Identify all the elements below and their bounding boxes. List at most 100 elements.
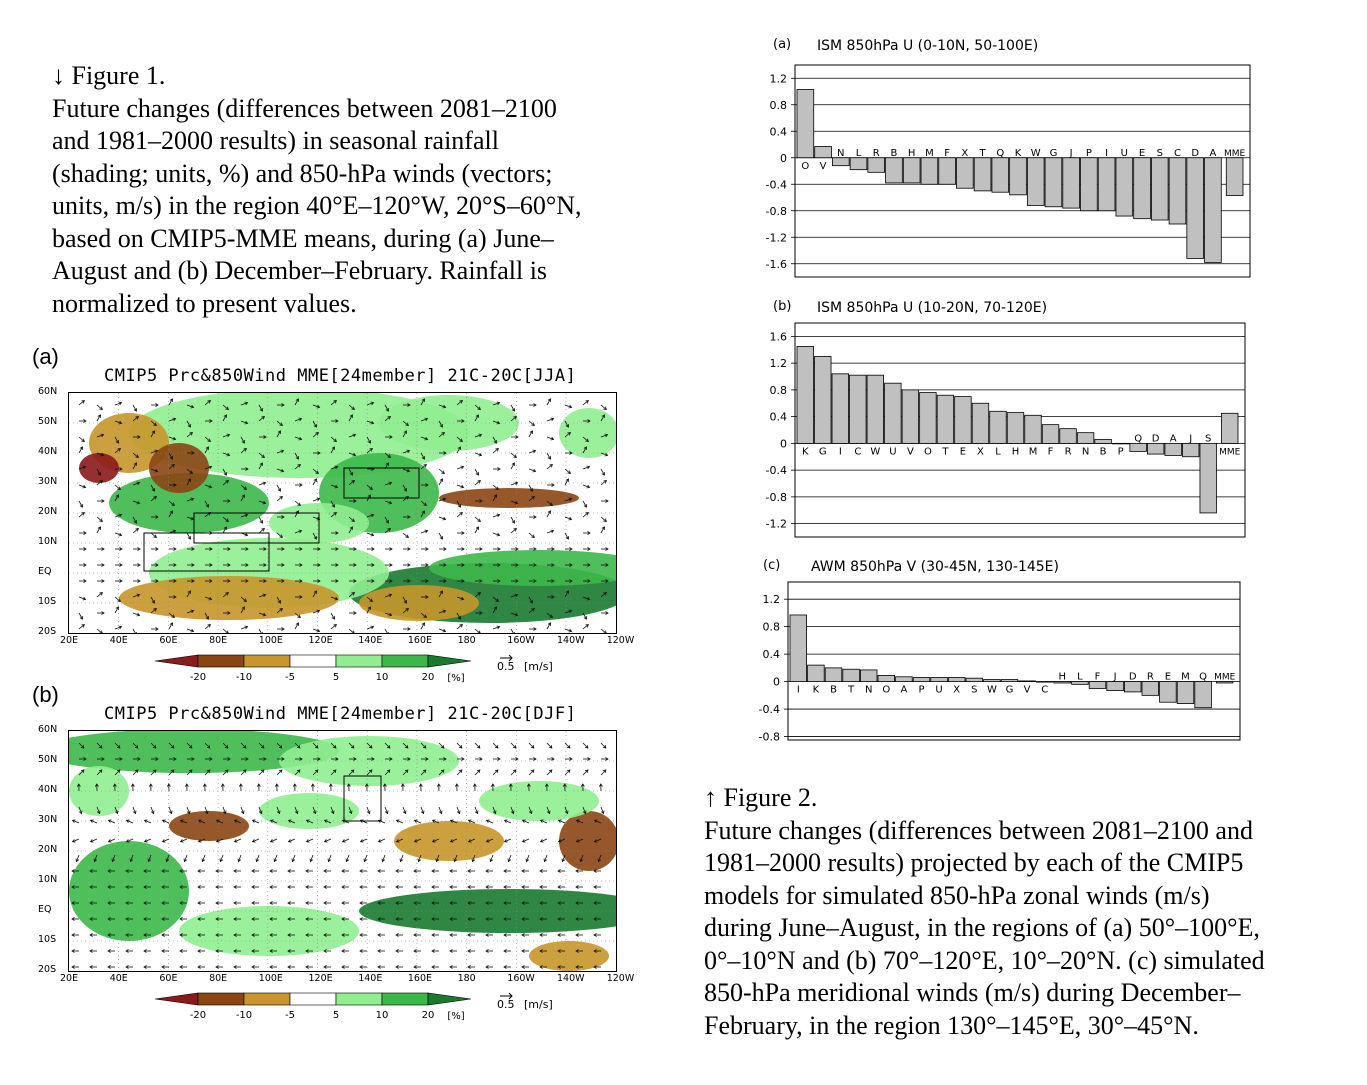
wind-vector-head [155, 403, 159, 407]
chart-bar [1076, 432, 1095, 444]
wind-vector [114, 448, 121, 454]
wind-vector-head [269, 965, 273, 969]
wind-vector-head [381, 858, 386, 863]
wind-vector-head [413, 885, 417, 889]
wind-vector [420, 769, 427, 776]
wind-vector-head [431, 933, 435, 937]
wind-vector-head [529, 488, 533, 492]
wind-vector [492, 402, 500, 406]
wind-vector-head [582, 810, 587, 815]
wind-vector [564, 420, 569, 428]
wind-vector [276, 769, 283, 776]
wind-vector-head [316, 497, 321, 502]
wind-vector [312, 468, 319, 474]
colorbar-segment [335, 992, 383, 1006]
wind-vector-head [425, 563, 429, 567]
wind-vector-head [187, 590, 191, 594]
wind-vector [438, 610, 446, 614]
wind-vector-head [125, 949, 129, 953]
wind-vector [312, 404, 320, 408]
wind-vector-head [442, 497, 447, 502]
wind-vector-head [101, 563, 105, 567]
wind-vector-head [207, 438, 211, 443]
wind-vector-head [539, 819, 544, 823]
wind-vector [204, 612, 209, 620]
wind-vector-head [161, 839, 166, 843]
wind-vector-head [233, 885, 237, 889]
wind-vector-head [99, 406, 103, 411]
wind-vector [438, 532, 443, 540]
wind-vector [258, 528, 265, 534]
wind-vector-head [179, 819, 184, 823]
wind-vector-head [116, 745, 121, 749]
wind-vector-head [256, 783, 261, 787]
wind-vector-head [278, 745, 283, 749]
wind-vector [492, 494, 497, 502]
wind-vector-head [143, 965, 147, 969]
wind-vector-head [251, 885, 255, 889]
wind-vector [132, 528, 139, 534]
wind-vector-head [255, 858, 260, 863]
wind-vector-head [89, 965, 93, 969]
wind-vector-head [503, 917, 507, 921]
wind-vector [564, 769, 571, 776]
wind-vector [114, 532, 122, 536]
chart-category-label: V [1024, 685, 1031, 696]
wind-vector [114, 626, 122, 630]
chart-category-label: O [801, 161, 809, 172]
colorbar-segment [197, 992, 245, 1006]
wind-vector-head [179, 839, 184, 843]
wind-vector-head [294, 810, 299, 815]
wind-vector [312, 498, 320, 502]
wind-vector [312, 742, 319, 749]
wind-vector-head [292, 783, 297, 787]
chart-bar [1225, 157, 1244, 196]
wind-vector [438, 742, 445, 749]
wind-vector-head [262, 612, 267, 617]
wind-vector-head [479, 563, 483, 567]
wind-vector-head [101, 547, 105, 551]
chart-ytick-label: -0.8 [766, 205, 787, 218]
wind-vector [330, 612, 335, 620]
wind-vector [186, 610, 194, 614]
wind-vector [492, 769, 499, 776]
wind-vector-head [209, 757, 213, 761]
chart-category-label: MME [1219, 447, 1241, 457]
chart-ytick-label: -1.2 [766, 231, 787, 244]
colorbar-tick-label: -5 [285, 672, 295, 683]
wind-vector-head [521, 901, 525, 905]
wind-vector [546, 612, 553, 618]
wind-vector-head [417, 858, 422, 863]
chart-panel-label: (a) [773, 37, 791, 52]
wind-vector-head [251, 917, 255, 921]
wind-vector-head [546, 810, 551, 815]
wind-vector-head [395, 965, 399, 969]
wind-vector [330, 596, 338, 600]
wind-vector [148, 854, 152, 862]
wind-vector [276, 532, 283, 538]
wind-vector-head [188, 769, 193, 773]
wind-vector-head [593, 965, 597, 969]
wind-vector-head [547, 398, 551, 402]
wind-vector [540, 819, 548, 824]
wind-vector-head [359, 917, 363, 921]
wind-vector-head [287, 965, 291, 969]
wind-vector [474, 414, 479, 422]
wind-vector-head [543, 858, 548, 863]
wind-vector [492, 484, 499, 490]
wind-vector-head [485, 885, 489, 889]
chart-category-label: I [1105, 148, 1108, 159]
wind-vector-head [449, 885, 453, 889]
wind-vector-head [387, 454, 391, 459]
wind-vector-head [485, 965, 489, 969]
wind-vector-head [395, 933, 399, 937]
wind-vector-head [369, 447, 373, 452]
wind-vector [384, 742, 391, 749]
wind-vector [150, 806, 154, 814]
wind-vector [594, 838, 602, 843]
wind-vector-head [190, 609, 195, 614]
chart-category-label: F [944, 148, 950, 159]
chart-title: AWM 850hPa V (30-45N, 130-145E) [811, 559, 1059, 575]
wind-vector [580, 854, 584, 862]
wind-vector-head [404, 745, 409, 749]
